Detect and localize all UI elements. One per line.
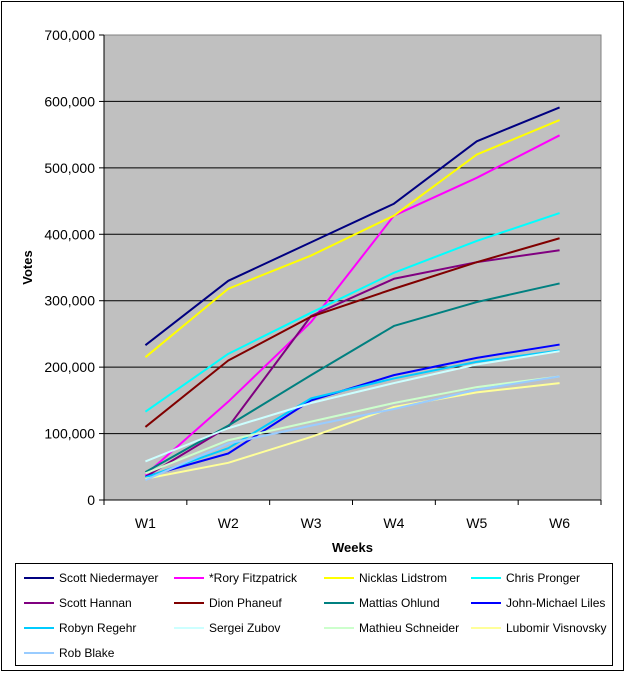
legend-item: Rob Blake [24, 644, 114, 662]
legend-label: Chris Pronger [506, 571, 581, 585]
series-line-5 [144, 237, 560, 428]
x-tick-label: W3 [301, 515, 322, 531]
series-line-3 [144, 212, 560, 413]
legend-swatch [471, 627, 501, 629]
legend-swatch [24, 652, 54, 654]
legend-swatch [324, 577, 354, 579]
legend-label: Nicklas Lidstrom [359, 571, 448, 585]
x-axis-title: Weeks [332, 540, 373, 555]
y-tick-label: 700,000 [44, 27, 95, 43]
legend-label: Scott Niedermayer [59, 571, 159, 585]
y-tick-label: 300,000 [44, 293, 95, 309]
series-line-11 [145, 382, 560, 480]
series-line-0 [144, 106, 560, 347]
x-tick-label: W2 [218, 515, 239, 531]
x-tick-label: W4 [383, 515, 404, 531]
legend-label: Scott Hannan [59, 596, 132, 610]
series-line-12 [145, 375, 560, 481]
legend-item: Dion Phaneuf [174, 594, 282, 612]
legend-swatch [471, 602, 501, 604]
legend-label: Sergei Zubov [209, 621, 281, 635]
gridlines [104, 100, 601, 435]
legend-swatch [324, 602, 354, 604]
legend-swatch [471, 577, 501, 579]
legend-swatch [24, 577, 54, 579]
legend-label: *Rory Fitzpatrick [209, 571, 298, 585]
y-tick-label: 100,000 [44, 426, 95, 442]
legend-swatch [24, 627, 54, 629]
y-tick-label: 200,000 [44, 359, 95, 375]
legend-item: John-Michael Liles [471, 594, 605, 612]
legend-item: Chris Pronger [471, 569, 580, 587]
axes: 0 100,000 200,000 300,000 400,000 500,000 600,… [44, 27, 602, 531]
legend-item: Nicklas Lidstrom [324, 569, 447, 587]
legend-item: *Rory Fitzpatrick [174, 569, 297, 587]
x-tick-label: W5 [466, 515, 487, 531]
legend-swatch [174, 627, 204, 629]
legend-swatch [324, 627, 354, 629]
legend-item: Sergei Zubov [174, 619, 280, 637]
y-tick-label: 500,000 [44, 160, 95, 176]
series-line-10 [145, 375, 560, 475]
x-tick-label: W1 [135, 515, 156, 531]
y-axis-title: Votes [20, 250, 35, 284]
x-tick-label: W6 [549, 515, 570, 531]
legend-item: Scott Hannan [24, 594, 132, 612]
y-tick-label: 400,000 [44, 226, 95, 242]
legend-label: Dion Phaneuf [209, 596, 282, 610]
series-lines [144, 106, 561, 481]
legend-item: Mattias Ohlund [324, 594, 440, 612]
legend-label: Lubomir Visnovsky [506, 621, 607, 635]
y-tick-label: 600,000 [44, 93, 95, 109]
legend-item: Mathieu Schneider [324, 619, 459, 637]
series-line-4 [144, 249, 560, 478]
legend-label: Robyn Regehr [59, 621, 137, 635]
legend-label: John-Michael Liles [506, 596, 606, 610]
legend-item: Scott Niedermayer [24, 569, 158, 587]
series-line-9 [145, 350, 560, 463]
legend: Scott Niedermayer *Rory Fitzpatrick Nickla… [15, 563, 613, 666]
series-line-8 [145, 349, 560, 479]
series-line-2 [144, 119, 560, 358]
legend-swatch [174, 577, 204, 579]
legend-swatch [174, 602, 204, 604]
series-line-1 [144, 134, 561, 476]
legend-item: Robyn Regehr [24, 619, 136, 637]
legend-swatch [24, 602, 54, 604]
legend-item: Lubomir Visnovsky [471, 619, 607, 637]
legend-label: Mattias Ohlund [359, 596, 440, 610]
legend-label: Rob Blake [59, 646, 115, 660]
y-tick-label: 0 [87, 492, 95, 508]
legend-label: Mathieu Schneider [359, 621, 460, 635]
